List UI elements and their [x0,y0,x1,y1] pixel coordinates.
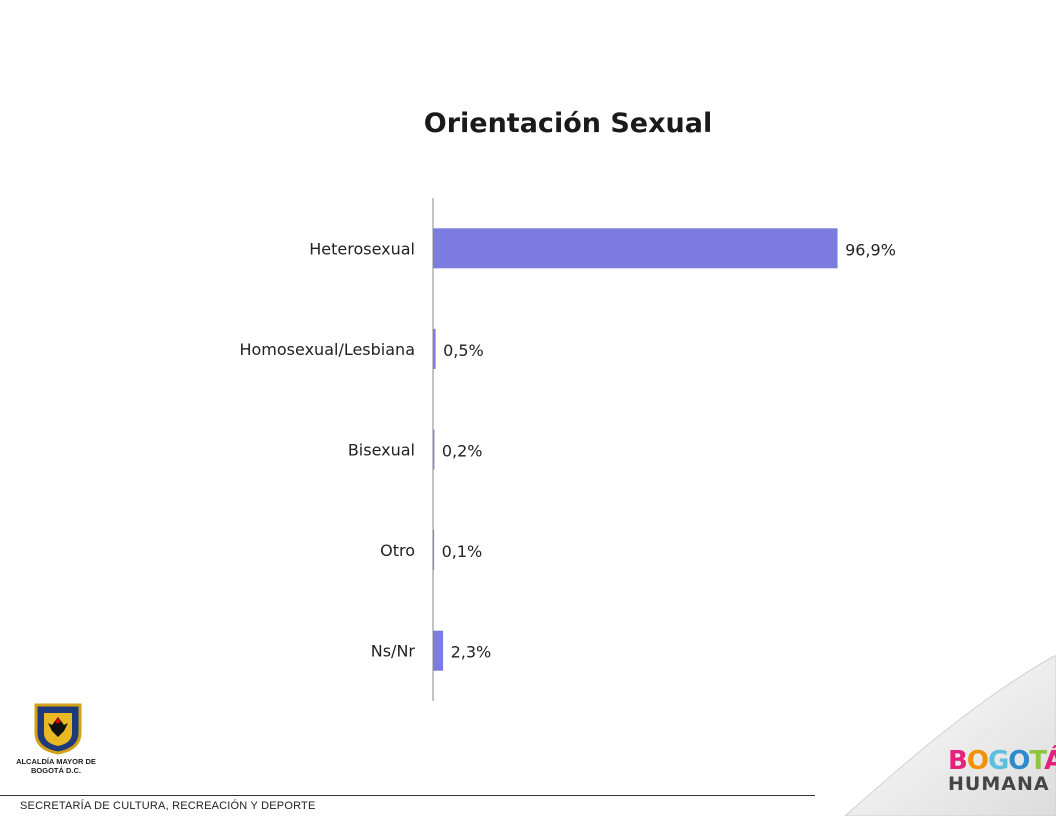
value-label-2: 0,2% [442,442,483,461]
brand-line1: BOGOTÁ [948,746,1056,776]
bar-1 [433,328,436,369]
category-label-4: Ns/Nr [371,642,416,661]
category-label-3: Otro [380,541,415,560]
page-curl-decoration [844,655,1056,816]
coat-of-arms-icon [34,703,82,755]
category-label-0: Heterosexual [309,239,415,258]
bar-4 [433,630,444,671]
brand-line2: HUMANA [948,773,1050,795]
category-label-1: Homosexual/Lesbiana [239,340,415,359]
value-label-3: 0,1% [442,542,483,561]
alcaldia-seal-text: ALCALDÍA MAYOR DE BOGOTÁ D.C. [16,757,96,775]
bogota-humana-logo: BOGOTÁ HUMANA [948,746,1056,795]
chart-title: Orientación Sexual [423,108,713,139]
bar-3 [433,530,435,571]
category-label-2: Bisexual [348,441,415,460]
value-label-4: 2,3% [451,643,492,662]
bar-2 [433,429,435,470]
bar-0 [433,228,838,269]
footer-divider [0,795,815,796]
value-label-0: 96,9% [845,240,896,259]
footer-text: SECRETARÍA DE CULTURA, RECREACIÓN Y DEPO… [20,800,316,812]
value-label-1: 0,5% [443,341,484,360]
